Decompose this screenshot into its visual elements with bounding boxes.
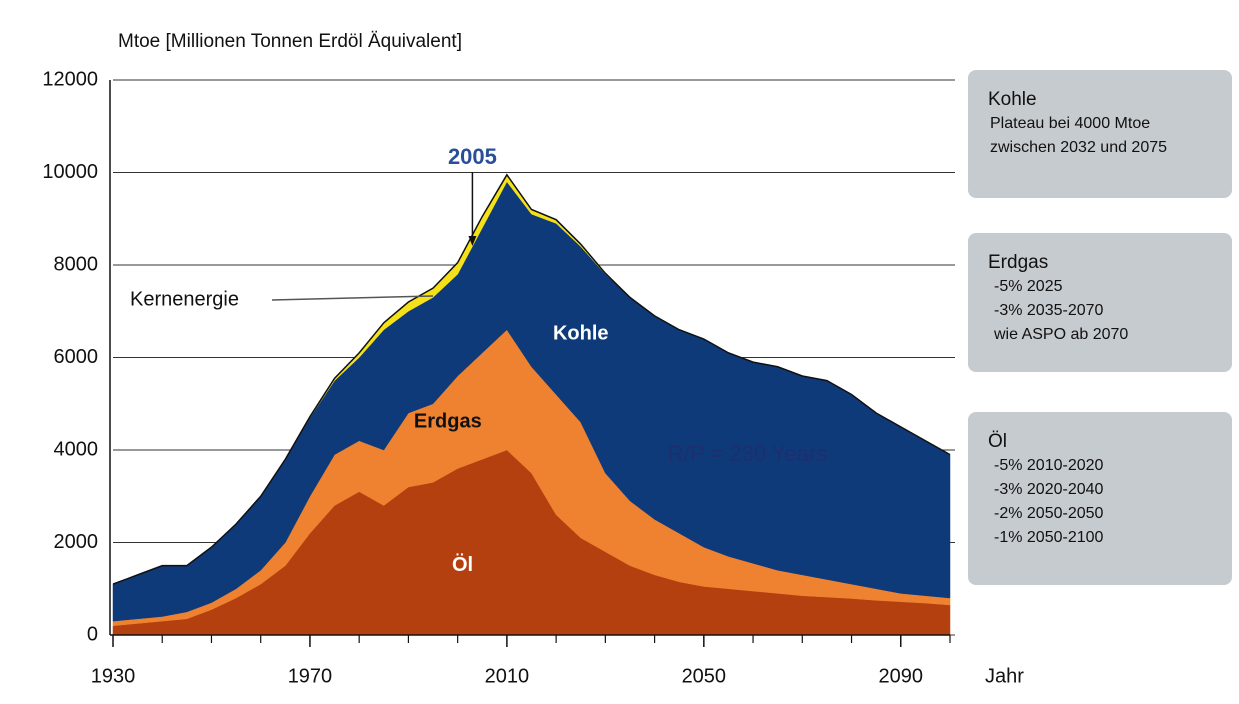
x-tick-label: 1930 (91, 665, 136, 687)
total-outline (112, 173, 951, 585)
note-line: -5% 2025 (994, 278, 1063, 295)
note-line: -1% 2050-2100 (994, 529, 1104, 546)
series-label: Kohle (553, 323, 609, 345)
y-tick-label: 4000 (54, 438, 99, 460)
note-title: Kohle (988, 89, 1037, 110)
note-line: -5% 2010-2020 (994, 457, 1104, 474)
annotation: R/P = 230 Years (668, 441, 827, 466)
x-tick-label: 2010 (485, 665, 530, 687)
note-line: zwischen 2032 und 2075 (990, 139, 1167, 156)
y-tick-label: 2000 (54, 531, 99, 553)
note-box (968, 70, 1232, 198)
arrow-head (468, 236, 477, 246)
note-box (968, 412, 1232, 585)
note-title: Erdgas (988, 252, 1048, 273)
y-tick-label: 12000 (42, 68, 98, 90)
note-line: -2% 2050-2050 (994, 505, 1104, 522)
note-box (968, 233, 1232, 372)
chart-title: Mtoe [Millionen Tonnen Erdöl Äquivalent] (118, 31, 462, 52)
note-title: Öl (988, 431, 1007, 452)
series-label: Erdgas (414, 411, 482, 433)
y-tick-label: 10000 (42, 161, 98, 183)
series-label: Öl (452, 553, 473, 576)
annotation: 2005 (448, 144, 497, 169)
note-line: Plateau bei 4000 Mtoe (990, 115, 1150, 132)
y-tick-label: 0 (87, 623, 98, 645)
note-line: -3% 2020-2040 (994, 481, 1104, 498)
x-tick-label: 2090 (879, 665, 924, 687)
x-axis-label: Jahr (985, 665, 1024, 687)
y-tick-label: 8000 (54, 253, 99, 275)
x-tick-label: 2050 (682, 665, 727, 687)
note-line: -3% 2035-2070 (994, 302, 1104, 319)
y-tick-label: 6000 (54, 346, 99, 368)
note-line: wie ASPO ab 2070 (993, 326, 1128, 343)
series-label: Kernenergie (130, 288, 239, 310)
leader-line (271, 295, 434, 301)
x-tick-label: 1970 (288, 665, 333, 687)
